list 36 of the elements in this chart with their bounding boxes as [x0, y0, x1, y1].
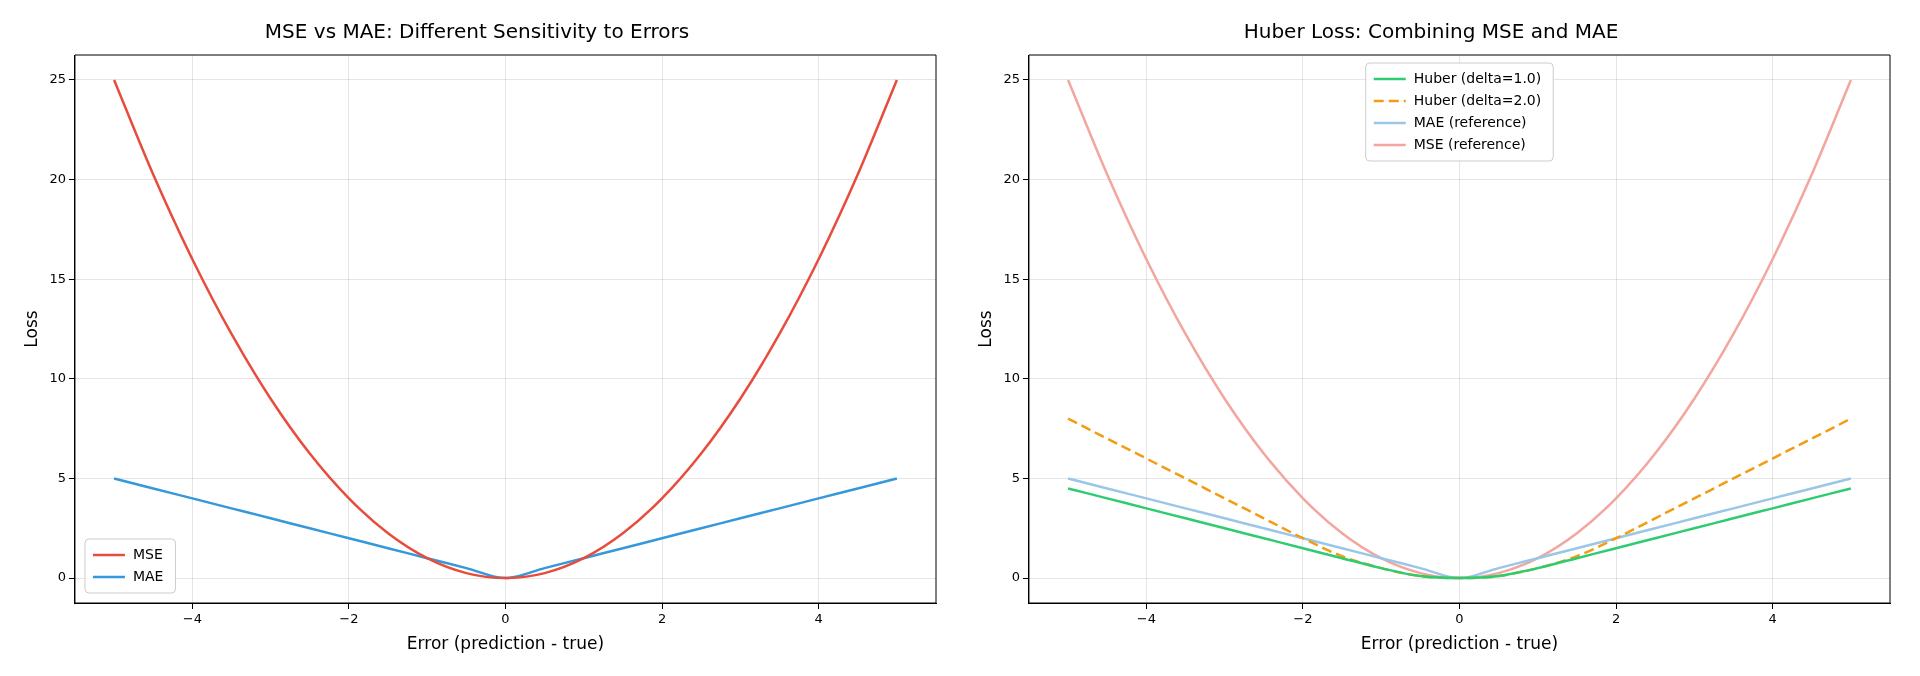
line-series — [112, 78, 899, 580]
y-tick-label: 25 — [1003, 71, 1020, 87]
x-tick-label: −4 — [182, 611, 202, 627]
x-axis-title: Error (prediction - true) — [406, 633, 605, 654]
x-tick-label: 0 — [1455, 611, 1464, 627]
y-axis-title: Loss — [974, 310, 995, 348]
y-tick-label: 5 — [1011, 469, 1020, 485]
x-tick-label: −2 — [1293, 611, 1313, 627]
y-tick-label: 20 — [49, 170, 66, 186]
legend-label: MAE — [132, 567, 164, 584]
y-tick-label: 20 — [1003, 170, 1020, 186]
y-tick-label: 0 — [1011, 569, 1020, 585]
y-tick-label: 10 — [49, 370, 66, 386]
y-tick-label: 10 — [1003, 370, 1020, 386]
x-tick-label: 0 — [501, 611, 510, 627]
x-tick-label: 4 — [1768, 611, 1777, 627]
legend-label: MSE (reference) — [1413, 135, 1526, 152]
legend-label: MAE (reference) — [1413, 113, 1527, 130]
x-tick-label: 4 — [814, 611, 823, 627]
y-axis-title: Loss — [20, 310, 41, 348]
y-tick-label: 5 — [57, 469, 66, 485]
line-series — [112, 477, 899, 580]
x-tick-label: 2 — [657, 611, 667, 627]
legend-label: Huber (delta=2.0) — [1413, 91, 1542, 108]
x-axis-title: Error (prediction - true) — [1360, 633, 1559, 654]
y-tick-label: 0 — [57, 569, 66, 585]
y-tick-label: 25 — [49, 71, 66, 87]
y-tick-label: 15 — [1003, 270, 1020, 286]
legend-label: MSE — [132, 545, 163, 562]
chart-title: MSE vs MAE: Different Sensitivity to Errors — [264, 19, 690, 44]
x-tick-label: 2 — [1611, 611, 1621, 627]
chart-title: Huber Loss: Combining MSE and MAE — [1243, 19, 1619, 44]
x-tick-label: −2 — [339, 611, 359, 627]
y-tick-label: 15 — [49, 270, 66, 286]
legend-label: Huber (delta=1.0) — [1413, 69, 1542, 86]
x-tick-label: −4 — [1136, 611, 1156, 627]
